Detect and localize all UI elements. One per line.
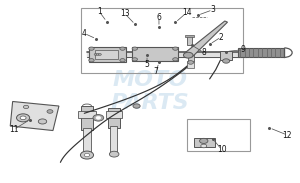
Text: 6: 6 xyxy=(157,13,161,22)
Text: 8: 8 xyxy=(201,48,206,57)
Circle shape xyxy=(132,58,137,61)
Circle shape xyxy=(188,61,194,64)
Circle shape xyxy=(38,119,47,124)
Text: 13: 13 xyxy=(120,9,129,18)
Text: 7: 7 xyxy=(154,67,158,76)
Bar xyxy=(78,111,96,118)
Bar xyxy=(110,126,118,152)
Circle shape xyxy=(80,151,94,159)
Circle shape xyxy=(47,110,53,113)
Bar xyxy=(185,35,194,37)
Circle shape xyxy=(120,59,125,62)
Circle shape xyxy=(96,54,99,55)
Circle shape xyxy=(16,114,30,122)
Bar xyxy=(106,111,122,118)
Circle shape xyxy=(89,47,94,50)
Circle shape xyxy=(173,58,178,61)
Bar xyxy=(188,52,194,62)
Circle shape xyxy=(98,54,101,55)
Bar xyxy=(132,47,178,61)
Circle shape xyxy=(89,59,94,62)
Bar xyxy=(220,51,232,60)
Text: 1: 1 xyxy=(97,7,102,16)
Circle shape xyxy=(23,105,29,109)
Bar xyxy=(83,128,91,154)
Circle shape xyxy=(223,59,230,63)
Circle shape xyxy=(84,153,90,157)
Circle shape xyxy=(20,116,26,120)
Bar xyxy=(187,119,250,151)
Text: 9: 9 xyxy=(240,45,245,54)
Text: 10: 10 xyxy=(217,145,226,154)
Text: 4: 4 xyxy=(82,29,87,38)
Circle shape xyxy=(120,47,125,50)
Circle shape xyxy=(110,151,119,157)
Bar xyxy=(89,47,126,61)
Polygon shape xyxy=(10,102,59,130)
Circle shape xyxy=(200,138,208,143)
Text: 3: 3 xyxy=(210,5,215,14)
Bar xyxy=(194,138,214,147)
Bar xyxy=(108,108,119,128)
Text: 14: 14 xyxy=(182,8,191,17)
Bar xyxy=(238,48,284,57)
Circle shape xyxy=(132,47,137,50)
Text: MOTO
PARTS: MOTO PARTS xyxy=(111,70,189,113)
Circle shape xyxy=(93,115,104,121)
Circle shape xyxy=(183,52,193,58)
Bar xyxy=(187,36,192,45)
Bar xyxy=(95,50,118,59)
Circle shape xyxy=(133,104,140,108)
Circle shape xyxy=(96,116,101,119)
Circle shape xyxy=(94,54,97,55)
Text: 11: 11 xyxy=(9,125,18,134)
Circle shape xyxy=(173,47,178,50)
Bar xyxy=(81,106,93,130)
Text: 2: 2 xyxy=(219,33,224,42)
Text: 12: 12 xyxy=(283,131,292,140)
Text: 5: 5 xyxy=(145,60,149,69)
Polygon shape xyxy=(184,21,227,57)
Bar xyxy=(81,8,243,73)
Bar xyxy=(187,61,194,68)
Circle shape xyxy=(201,144,207,148)
